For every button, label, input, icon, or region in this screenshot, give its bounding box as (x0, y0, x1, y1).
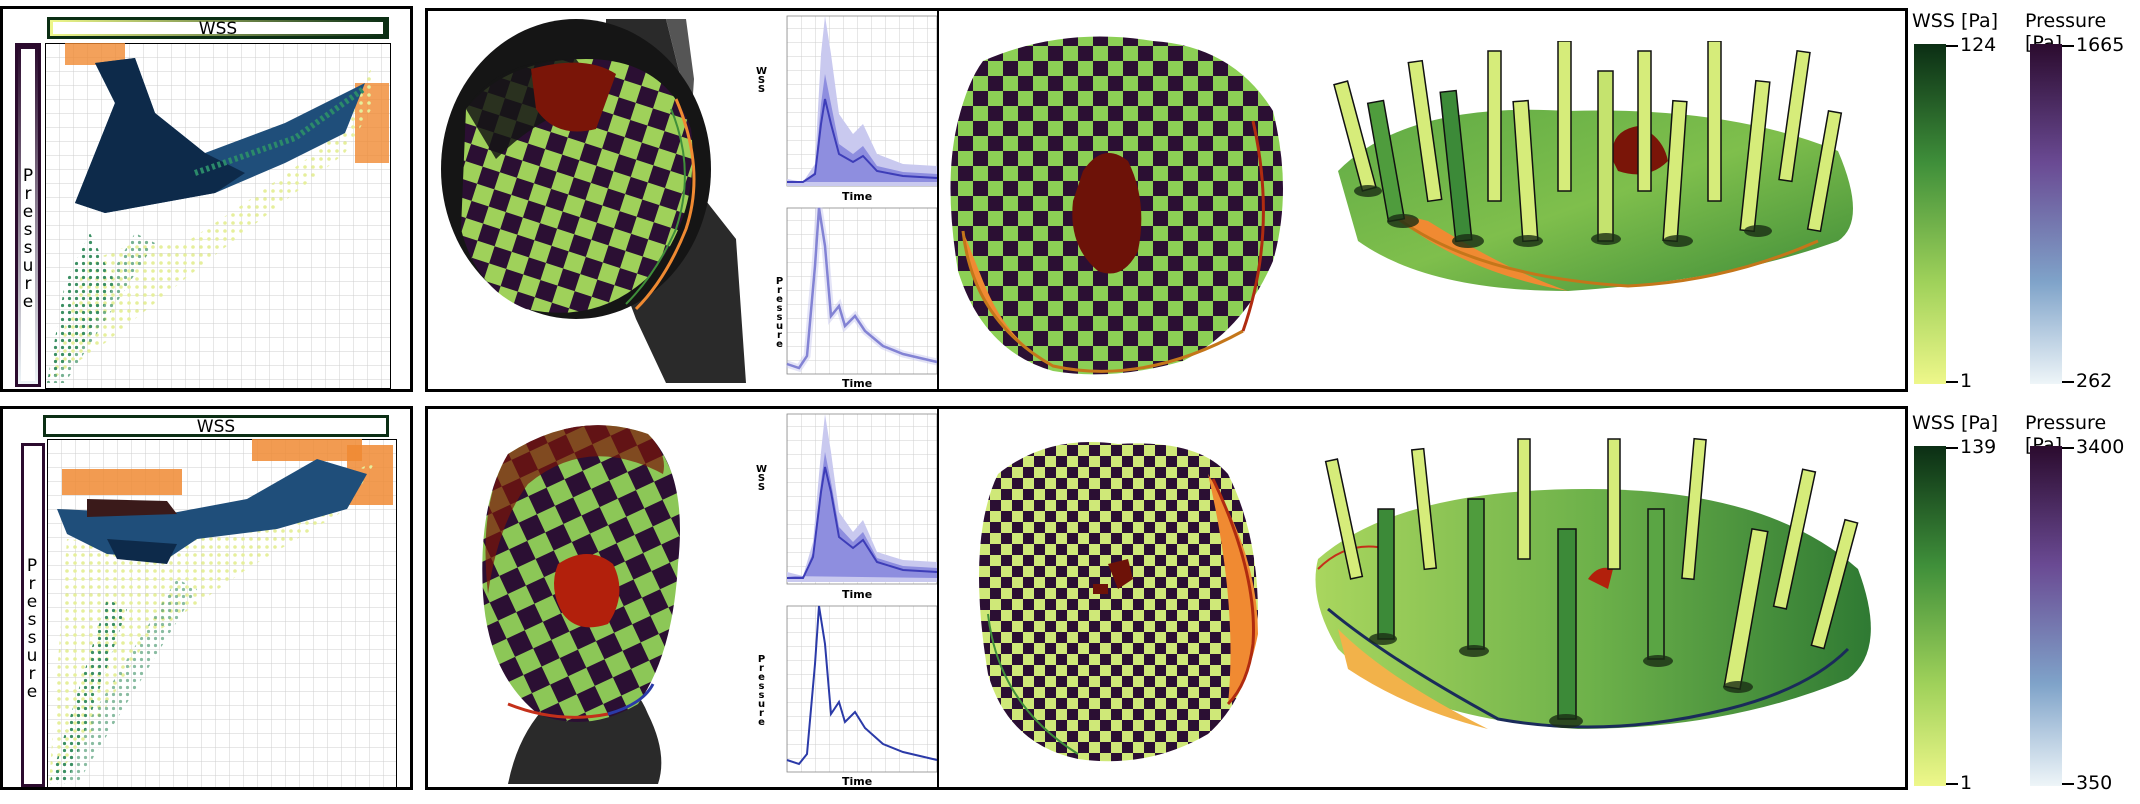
aneurysm-3d-view-2 (482, 425, 680, 784)
colorbar-min: 350 (2076, 772, 2113, 794)
scatter-panel-1: WSS Pressure (0, 6, 413, 392)
pressure-axis-label: Pressure (22, 556, 42, 700)
colorbar-gradient (1914, 44, 1958, 384)
wss-plot-ylabel-1: WSS (756, 66, 767, 93)
pressure-time-plot-2 (786, 605, 938, 773)
glyph-cylinders-2 (1324, 437, 1859, 720)
colorbar-gradient (1914, 446, 1958, 786)
visualization-panel-2: WSS Time Pressure Time (425, 406, 1908, 790)
visualization-panel-1: WSS Time Pressure Time (425, 8, 1908, 392)
wss-time-plot-1 (773, 14, 939, 197)
wss-plot-ylabel-2: WSS (756, 464, 767, 491)
glyph-3d-view-1 (1333, 41, 1853, 291)
aneurysm-3d-view-1 (441, 19, 746, 383)
glyph-cylinders-1 (1333, 41, 1843, 243)
colorbar-title: WSS [Pa] (1912, 10, 1999, 32)
colorbar-max: 124 (1960, 34, 1997, 56)
flattened-map-2 (979, 442, 1258, 762)
colorbar-max: 139 (1960, 436, 1997, 458)
plot-divider-1 (937, 11, 939, 389)
colorbar-min: 262 (2076, 370, 2113, 392)
colorbar-min: 1 (1960, 370, 1973, 392)
wss-axis-bar: WSS (43, 415, 389, 437)
pressure-time-plot-1 (785, 207, 938, 375)
scatter-panel-2: WSS Pressure (0, 406, 413, 790)
pressure-axis-bar: Pressure (15, 43, 41, 387)
scatter-plot-2 (47, 439, 397, 787)
colorbar-gradient (2030, 446, 2074, 786)
wss-axis-label: WSS (196, 417, 236, 437)
wss-axis-bar-inner (53, 22, 383, 34)
wss-axis-bar: WSS (47, 17, 389, 39)
colorbar-max: 3400 (2076, 436, 2125, 458)
wss-plot-xlabel-1: Time (842, 190, 873, 203)
colorbar-min: 1 (1960, 772, 1973, 794)
flattened-map-1 (950, 36, 1283, 375)
colorbar-gradient (2030, 44, 2074, 384)
pressure-plot-xlabel-2: Time (842, 775, 873, 788)
pressure-axis-label: Pressure (18, 166, 38, 310)
colorbar-max: 1665 (2076, 34, 2125, 56)
glyph-3d-view-2 (1315, 437, 1871, 729)
pressure-axis-bar-inner (21, 49, 35, 381)
pressure-plot-xlabel-1: Time (842, 377, 873, 390)
pressure-axis-bar: Pressure (21, 443, 45, 787)
scatter-plot-1 (45, 43, 391, 389)
wss-time-plot-2 (786, 413, 938, 585)
colorbar-title: WSS [Pa] (1912, 412, 1999, 434)
plot-divider-2 (937, 409, 939, 787)
wss-plot-xlabel-2: Time (842, 588, 873, 601)
pressure-plot-ylabel-1: Pressure (774, 276, 785, 348)
wss-axis-label: WSS (198, 19, 238, 39)
pressure-plot-ylabel-2: Pressure (756, 654, 767, 726)
